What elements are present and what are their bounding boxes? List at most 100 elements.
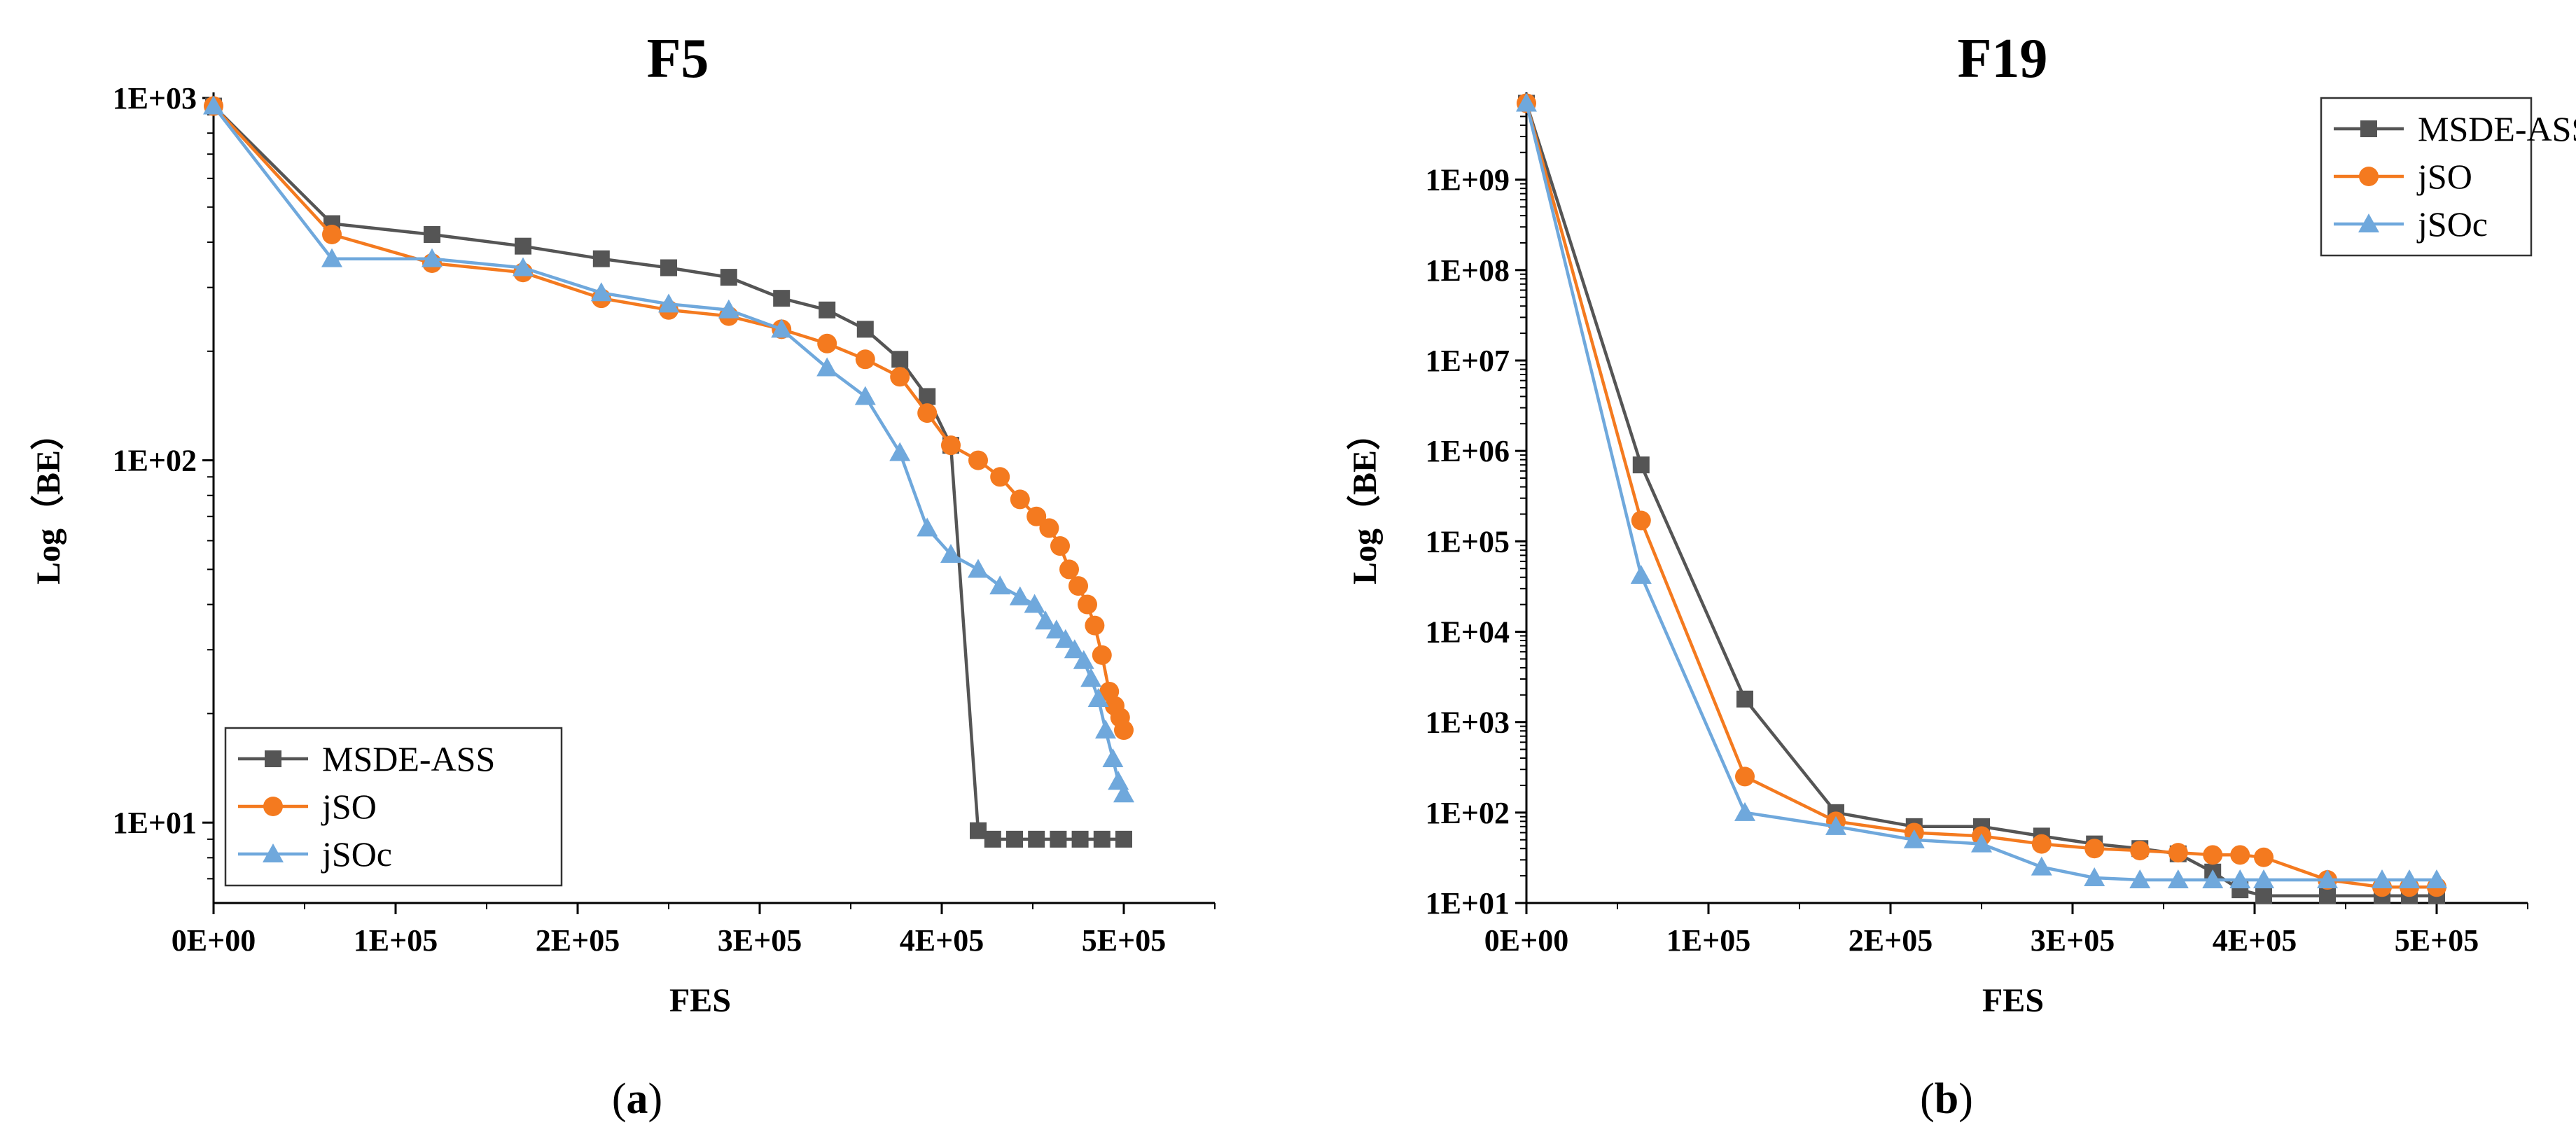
data-point-jSOc	[590, 282, 612, 302]
data-point-jSOc	[1024, 594, 1045, 613]
data-point-MSDE-ASS	[1050, 830, 1067, 848]
data-point-jSOc	[321, 248, 342, 267]
series-line-MSDE-ASS	[1524, 102, 2437, 898]
data-point-jSO	[941, 435, 961, 456]
data-point-MSDE-ASS	[424, 226, 440, 244]
data-point-jSOc	[658, 293, 679, 313]
series-jSOc	[1516, 92, 2447, 889]
data-point-jSO	[1010, 489, 1030, 510]
data-point-MSDE-ASS	[819, 301, 836, 318]
series-line-jSO	[212, 104, 1126, 731]
series-line-jSO	[1524, 102, 2437, 889]
data-point-MSDE-ASS	[984, 830, 1001, 848]
x-tick-label: 4E+05	[2213, 923, 2297, 958]
legend-entry: jSOc	[2416, 204, 2488, 244]
data-point-MSDE-ASS	[720, 269, 737, 286]
data-point-jSOc	[1009, 586, 1031, 606]
data-point-MSDE-ASS	[773, 290, 791, 307]
data-point-jSOc	[1630, 564, 1652, 584]
data-point-MSDE-ASS	[970, 822, 987, 839]
data-point-jSOc	[1095, 720, 1116, 739]
data-point-MSDE-ASS	[660, 259, 677, 276]
x-tick-label: 1E+05	[1666, 923, 1750, 958]
data-point-MSDE-ASS	[515, 237, 531, 255]
legend-entry: jSO	[2416, 157, 2472, 196]
data-point-MSDE-ASS	[1115, 830, 1132, 848]
data-point-jSOc	[1102, 748, 1124, 768]
data-point-jSO	[1631, 510, 1651, 531]
y-tick-label: 1E+03	[1426, 706, 1510, 740]
panel-caption: (a)	[612, 1075, 662, 1123]
data-point-jSOc	[1087, 687, 1109, 707]
data-point-jSOc	[718, 299, 739, 318]
data-point-jSO	[1114, 720, 1134, 741]
x-tick-label: 0E+00	[172, 923, 256, 958]
data-point-jSO	[2084, 839, 2105, 859]
y-tick-label: 1E+01	[1426, 886, 1510, 920]
data-point-MSDE-ASS	[1093, 830, 1111, 848]
data-point-jSOc	[940, 543, 961, 563]
data-point-jSOc	[1064, 639, 1085, 659]
data-point-jSO	[890, 367, 910, 387]
y-tick-label: 1E+08	[1426, 253, 1510, 288]
legend-entry: jSOc	[321, 834, 392, 874]
data-point-jSOc	[2202, 869, 2224, 889]
panel-caption: (b)	[1920, 1075, 1973, 1123]
data-point-jSOc	[889, 442, 911, 461]
data-point-MSDE-ASS	[1028, 830, 1045, 848]
data-point-jSO	[2254, 847, 2274, 867]
data-point-jSOc	[917, 517, 938, 537]
data-point-jSO	[1078, 594, 1097, 615]
data-point-jSO	[1050, 536, 1070, 556]
data-point-jSO	[1059, 559, 1079, 580]
data-point-MSDE-ASS	[2255, 887, 2272, 904]
data-point-jSOc	[513, 257, 534, 276]
data-point-jSO	[968, 450, 988, 470]
data-point-jSO	[2203, 845, 2223, 865]
data-point-jSOc	[1903, 829, 1925, 848]
data-point-jSOc	[1971, 833, 1992, 853]
data-point-jSOc	[816, 357, 838, 377]
data-point-jSOc	[2372, 869, 2393, 889]
x-axis-label: FES	[669, 982, 731, 1019]
data-point-MSDE-ASS	[891, 351, 909, 368]
data-point-MSDE-ASS	[919, 388, 936, 405]
x-tick-label: 2E+05	[1849, 923, 1933, 958]
x-tick-label: 5E+05	[2395, 923, 2479, 958]
x-tick-label: 2E+05	[536, 923, 620, 958]
x-tick-label: 3E+05	[718, 923, 802, 958]
y-tick-label: 1E+04	[1426, 615, 1510, 649]
data-point-jSOc	[2167, 869, 2189, 889]
data-point-jSOc	[1054, 629, 1076, 648]
y-tick-label: 1E+01	[113, 806, 197, 840]
data-point-MSDE-ASS	[1632, 456, 1650, 474]
data-point-MSDE-ASS	[856, 321, 874, 338]
x-tick-label: 1E+05	[354, 923, 438, 958]
data-point-jSO	[917, 403, 938, 424]
chart-panel-2: F19 0E+00 1E+05 2E+05 3E+05 4E+05 5E+05 1E+01 1E…	[1346, 28, 2576, 1123]
legend-marker	[263, 844, 284, 862]
data-point-jSOc	[2229, 869, 2251, 889]
data-point-jSO	[1026, 506, 1047, 526]
data-point-jSOc	[2129, 869, 2151, 889]
x-axis-label: FES	[1982, 982, 2044, 1019]
data-point-jSOc	[968, 559, 989, 578]
data-point-jSO	[2168, 843, 2188, 863]
data-point-jSOc	[2426, 869, 2447, 889]
chart-title: F5	[647, 28, 709, 90]
y-tick-label: 1E+05	[1426, 524, 1510, 559]
data-point-jSO	[1068, 576, 1088, 596]
data-point-jSOc	[1073, 650, 1094, 669]
data-point-jSO	[990, 467, 1010, 487]
data-point-jSO	[2130, 841, 2150, 861]
data-point-jSOc	[1734, 802, 1755, 821]
data-point-jSOc	[1035, 610, 1057, 630]
y-tick-label: 1E+09	[1426, 163, 1510, 197]
data-point-jSO	[2230, 845, 2250, 865]
data-point-jSO	[1735, 766, 1755, 787]
data-point-jSO	[322, 225, 342, 245]
y-axis-label: Log（BE）	[30, 416, 67, 584]
y-tick-label: 1E+02	[113, 444, 197, 478]
data-point-MSDE-ASS	[592, 250, 610, 267]
y-tick-label: 1E+02	[1426, 796, 1510, 830]
